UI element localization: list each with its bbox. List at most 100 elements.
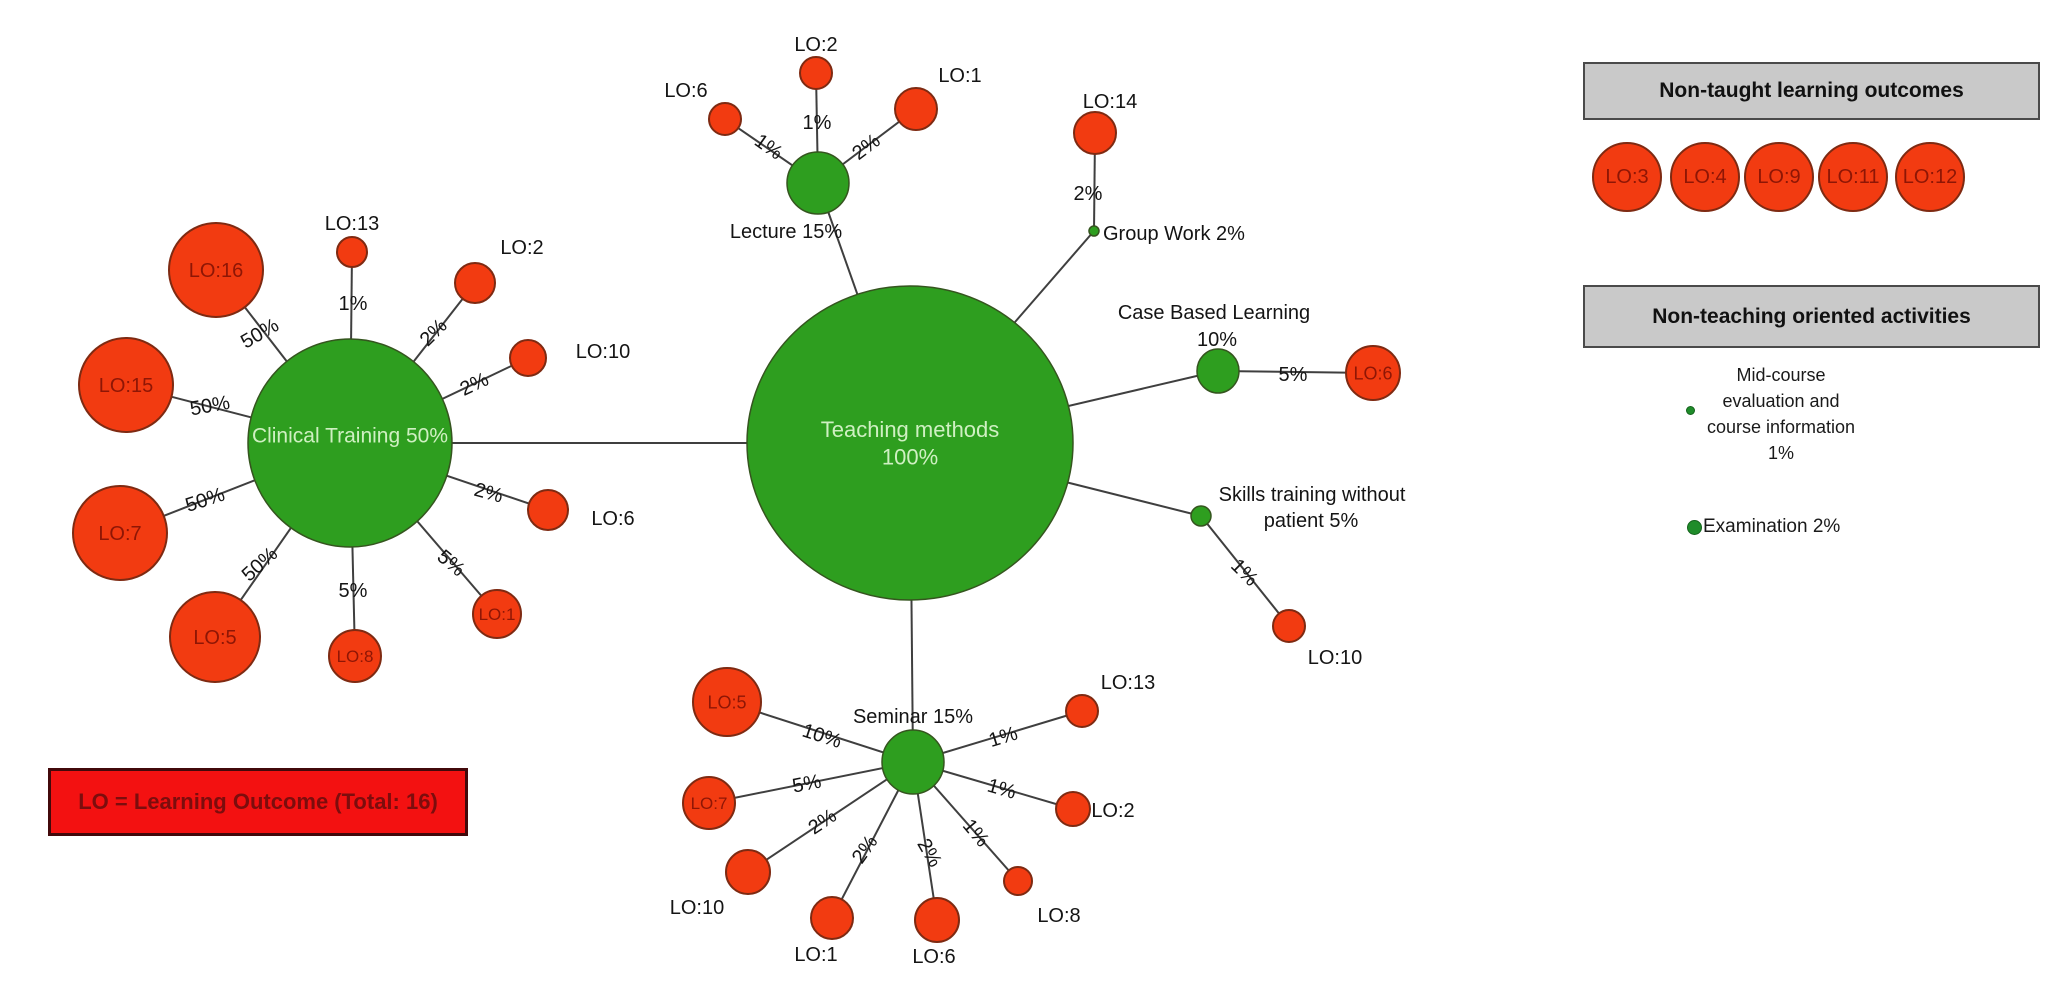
non-taught-header: Non-taught learning outcomes — [1583, 62, 2040, 120]
node-lo6S — [914, 897, 960, 943]
node-groupwork — [1088, 225, 1100, 237]
diagram-label-22: 2% — [1074, 183, 1103, 205]
node-lo2T — [799, 56, 833, 90]
diagram-label-16: LO:1 — [938, 65, 981, 87]
node-label-lo5L: LO:5 — [193, 627, 236, 649]
node-lo13L — [336, 236, 368, 268]
examination-bubble — [1687, 520, 1702, 535]
node-lo8S — [1003, 866, 1033, 896]
edge-seminar-lo7S — [708, 761, 914, 804]
diagram-label-44: LO:2 — [1091, 800, 1134, 822]
node-label-lo7L: LO:7 — [98, 523, 141, 545]
node-lecture — [786, 151, 850, 215]
node-lo10S — [1272, 609, 1306, 643]
diagram-label-28: patient 5% — [1264, 510, 1359, 532]
node-lo10L — [509, 339, 547, 377]
non-taught-lo-11: LO:11 — [1818, 142, 1888, 212]
diagram-label-23: Group Work 2% — [1103, 223, 1245, 245]
edge-skills-lo10S — [1200, 515, 1290, 627]
diagram-label-38: 1% — [985, 775, 1019, 804]
diagram-label-3: LO:6 — [591, 508, 634, 530]
node-lo2L — [454, 262, 496, 304]
diagram-label-41: LO:1 — [794, 944, 837, 966]
examination-activity: Examination 2% — [1703, 516, 1841, 537]
node-lo16: LO:16 — [168, 222, 264, 318]
non-taught-lo-3: LO:3 — [1592, 142, 1662, 212]
diagram-label-35: 2% — [848, 831, 883, 867]
node-label-lo15: LO:15 — [99, 375, 153, 397]
lo-chip-label: LO:11 — [1826, 165, 1880, 188]
diagram-label-36: 2% — [912, 835, 946, 871]
node-cbl — [1196, 348, 1240, 394]
node-lo1S — [810, 896, 854, 940]
diagram-label-31: Seminar 15% — [853, 706, 973, 728]
node-lo14 — [1073, 111, 1117, 155]
diagram-label-39: 1% — [986, 722, 1020, 752]
node-label-clinical: Clinical Training 50% — [252, 424, 448, 447]
lo-chip-label: LO:12 — [1902, 165, 1958, 188]
lo-chip-label: LO:9 — [1757, 165, 1801, 188]
node-lo15: LO:15 — [78, 337, 174, 433]
diagram-label-18: 1% — [750, 130, 786, 165]
diagram-label-26: 5% — [1279, 364, 1308, 386]
non-taught-lo-9: LO:9 — [1744, 142, 1814, 212]
node-lo5S: LO:5 — [692, 667, 762, 737]
diagram-label-34: 2% — [805, 805, 841, 840]
diagram-label-20: 2% — [848, 130, 884, 165]
diagram-label-5: 50% — [188, 392, 231, 421]
non-taught-lo-4: LO:4 — [1670, 142, 1740, 212]
node-lo1L: LO:1 — [472, 589, 522, 639]
non-taught-lo-12: LO:12 — [1895, 142, 1965, 212]
node-skills — [1190, 505, 1212, 527]
midcourse-line: 1% — [1767, 443, 1794, 463]
node-lo6L — [527, 489, 569, 531]
midcourse-line: course information — [1706, 417, 1856, 437]
non-taught-title: Non-taught learning outcomes — [1659, 79, 1964, 102]
diagram-label-27: Skills training without — [1219, 484, 1406, 506]
midcourse-line: Mid-course — [1736, 365, 1826, 385]
node-lo7L: LO:7 — [72, 485, 168, 581]
node-label-lo5S: LO:5 — [707, 692, 746, 712]
node-lo2S — [1055, 791, 1091, 827]
diagram-label-8: 1% — [339, 293, 368, 315]
lo-chip-label: LO:3 — [1605, 165, 1649, 188]
node-lo5L: LO:5 — [169, 591, 261, 683]
midcourse-activity: Mid-course evaluation and course informa… — [1690, 362, 1872, 466]
diagram-label-6: 50% — [183, 484, 228, 517]
non-teaching-title: Non-teaching oriented activities — [1652, 304, 1971, 328]
node-lo6C: LO:6 — [1345, 345, 1401, 401]
diagram-label-24: Case Based Learning — [1118, 302, 1310, 324]
diagram-label-25: 10% — [1197, 329, 1237, 351]
node-seminar — [881, 729, 945, 795]
diagram-label-17: Lecture 15% — [730, 221, 843, 243]
lo-chip-label: LO:4 — [1683, 165, 1727, 188]
diagram-label-21: LO:14 — [1083, 91, 1137, 113]
diagram-label-19: 1% — [803, 112, 832, 134]
diagram-label-43: LO:8 — [1037, 905, 1080, 927]
node-lo13S — [1065, 694, 1099, 728]
node-lo1T — [894, 87, 938, 131]
diagram-label-0: LO:13 — [325, 213, 379, 235]
diagram-label-13: 5% — [339, 580, 368, 602]
node-label-teaching: 100% — [882, 444, 938, 469]
node-label-lo1L: LO:1 — [479, 605, 516, 624]
diagram-label-11: 2% — [472, 479, 506, 508]
node-clinical: Clinical Training 50% — [247, 338, 453, 548]
diagram-label-40: LO:10 — [670, 897, 724, 919]
diagram-label-42: LO:6 — [912, 946, 955, 968]
midcourse-line: evaluation and — [1722, 391, 1840, 411]
node-lo10Se — [725, 849, 771, 895]
diagram-label-32: 10% — [799, 720, 844, 753]
legend-note: LO = Learning Outcome (Total: 16) — [48, 768, 468, 836]
diagram-label-10: 2% — [457, 368, 493, 400]
node-label-lo7S: LO:7 — [691, 794, 728, 813]
node-label-lo6C: LO:6 — [1353, 363, 1392, 383]
legend-note-text: LO = Learning Outcome (Total: 16) — [78, 789, 438, 814]
diagram-label-2: LO:10 — [576, 341, 630, 363]
diagram-label-14: LO:6 — [664, 80, 707, 102]
diagram-label-45: LO:13 — [1101, 672, 1155, 694]
node-label-lo8L: LO:8 — [337, 647, 374, 666]
